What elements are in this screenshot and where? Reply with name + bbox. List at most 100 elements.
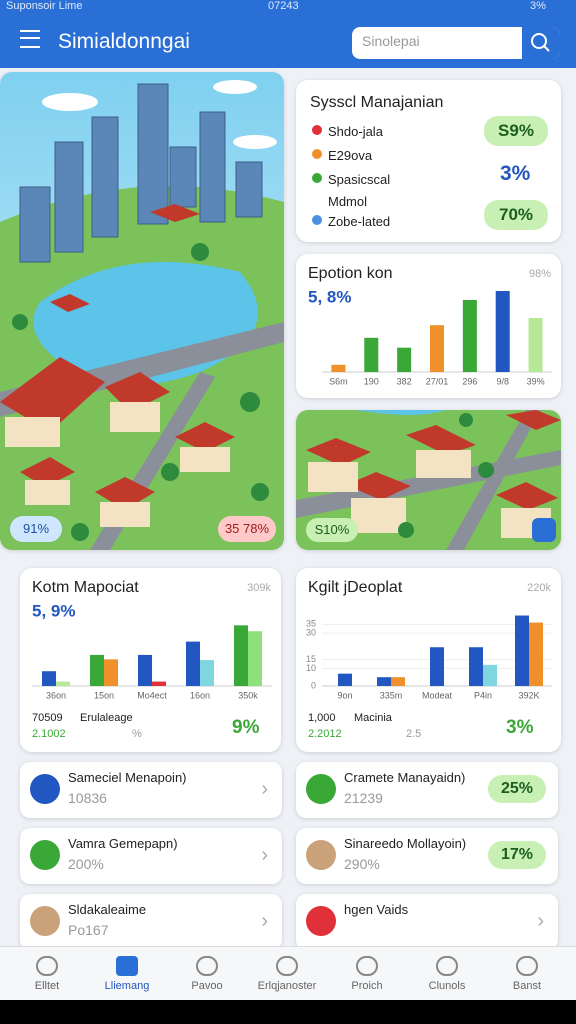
footer-text: 1,000 (308, 712, 336, 724)
nav-item[interactable]: Banst (486, 948, 568, 1000)
carrier: Suponsoir Lime (6, 0, 83, 12)
nav-icon (356, 956, 378, 976)
footer-text: Erulaleage (80, 712, 133, 724)
row-title: Vamra Gemepapn) (68, 836, 178, 851)
nav-item[interactable]: Proich (326, 948, 408, 1000)
row-subtitle: 290% (344, 856, 380, 872)
nav-item[interactable]: Elltet (6, 948, 88, 1000)
list-row[interactable]: hgen Vaids › (296, 894, 558, 950)
profile-button[interactable] (532, 518, 556, 542)
clock: 07243 (268, 0, 299, 12)
legend-dot (312, 149, 322, 159)
search-placeholder: Sinolepai (362, 33, 420, 49)
x-tick-label: 15on (94, 690, 114, 700)
nav-label: Banst (512, 980, 542, 992)
row-subtitle: 10836 (68, 790, 107, 806)
bar (138, 654, 152, 686)
kgilt-card[interactable]: Kgilt jDeoplat 220k 0 10 15 30 35 9on 335m Modeat… (296, 568, 561, 752)
bar (152, 681, 166, 686)
y-tick-label: 10 (306, 663, 316, 673)
nav-label: Clunols (428, 980, 466, 992)
option-card[interactable]: Epotion kon 5, 8% 98% S6m 190 382 27/01 296 9/8 3… (296, 254, 561, 398)
x-tick-label: 382 (397, 376, 412, 386)
row-title: Sldakaleaime (68, 902, 147, 917)
menu-button[interactable] (20, 30, 40, 48)
nav-label: Proich (351, 980, 383, 992)
footer-text: Macinia (354, 712, 393, 724)
row-badge: 25% (488, 775, 546, 803)
legend-dot (312, 125, 322, 135)
image-card[interactable]: S10% (296, 410, 561, 550)
search-button[interactable] (522, 27, 560, 59)
image-badge: S10% (306, 518, 358, 542)
legend-label: Shdo-jala (328, 124, 383, 139)
bar (529, 622, 543, 686)
bar (42, 671, 56, 686)
row-subtitle: Po167 (68, 922, 109, 938)
stat-badge: 70% (484, 200, 548, 230)
list-row[interactable]: Sinareedo Mollayoin) 290% 17% (296, 828, 558, 884)
hero-badge: 91% (10, 516, 62, 542)
bar (483, 664, 497, 686)
stat-value: 3% (500, 162, 531, 185)
nav-label: Elltet (34, 980, 60, 992)
legend-label: Spasicscal Mdmol (328, 172, 391, 209)
footer-text: 9% (232, 717, 260, 738)
bar (56, 681, 70, 686)
bar (186, 641, 200, 686)
footer-text: 2.5 (406, 728, 421, 740)
nav-item[interactable]: Clunols (406, 948, 488, 1000)
bar (430, 325, 444, 372)
legend-dot (312, 173, 322, 183)
chevron: › (261, 778, 268, 800)
row-badge: 17% (488, 841, 546, 869)
row-title: Sinareedo Mollayoin) (344, 836, 467, 851)
card-title: Sysscl Manajanian (310, 94, 444, 111)
y-tick-label: 0 (311, 680, 316, 690)
option-chart: Epotion kon 5, 8% 98% S6m 190 382 27/01 296 9/8 3… (308, 265, 552, 386)
bar (248, 631, 262, 686)
row-title: Cramete Manayaidn) (344, 770, 466, 785)
row-title: hgen Vaids (344, 902, 409, 917)
list-row[interactable]: Vamra Gemepapn) 200% › (20, 828, 282, 884)
search-icon (531, 33, 550, 52)
x-tick-label: Modeat (422, 690, 453, 700)
system-card[interactable]: Sysscl Manajanian S9% 3% 70% Shdo-jala E2… (296, 80, 561, 242)
chart-corner: 220k (527, 582, 551, 594)
x-tick-label: 190 (364, 376, 379, 386)
nav-icon (116, 956, 138, 976)
list-row[interactable]: Sameciel Menapoin) 10836 › (20, 762, 282, 818)
x-tick-label: 9on (337, 690, 352, 700)
chart-title: Epotion kon (308, 265, 393, 282)
nav-icon (276, 956, 298, 976)
nav-item[interactable]: Erlqjanoster (246, 948, 328, 1000)
nav-item[interactable]: Lliemang (86, 948, 168, 1000)
bar (200, 660, 214, 686)
kotm-card[interactable]: Kotm Mapociat 5, 9% 309k 36on 15on Mo4ect 16on… (20, 568, 281, 752)
legend-label: Zobe-lated (328, 214, 391, 229)
x-tick-label: 39% (527, 376, 545, 386)
row-icon (30, 906, 60, 936)
bar (469, 647, 483, 686)
search-box[interactable]: Sinolepai (352, 27, 560, 59)
battery: 3% (530, 0, 546, 12)
row-icon (306, 840, 336, 870)
town-illustration (296, 410, 561, 550)
stat-badge: S9% (484, 116, 548, 146)
chart-value: 5, 9% (32, 601, 75, 620)
footer-text: 2.2012 (308, 728, 342, 740)
bar (528, 318, 543, 372)
row-icon (30, 774, 60, 804)
row-subtitle: 21239 (344, 790, 383, 806)
y-tick-label: 30 (306, 628, 316, 638)
nav-item[interactable]: Pavoo (166, 948, 248, 1000)
footer-text: 70509 (32, 712, 63, 724)
x-tick-label: 36on (46, 690, 66, 700)
list-row[interactable]: Cramete Manayaidn) 21239 25% (296, 762, 558, 818)
list-row[interactable]: Sldakaleaime Po167 › (20, 894, 282, 950)
bar (338, 673, 352, 686)
row-icon (306, 774, 336, 804)
nav-icon (36, 956, 58, 976)
hero-card[interactable]: 91% 35 78% (0, 72, 284, 550)
y-tick-label: 35 (306, 619, 316, 629)
